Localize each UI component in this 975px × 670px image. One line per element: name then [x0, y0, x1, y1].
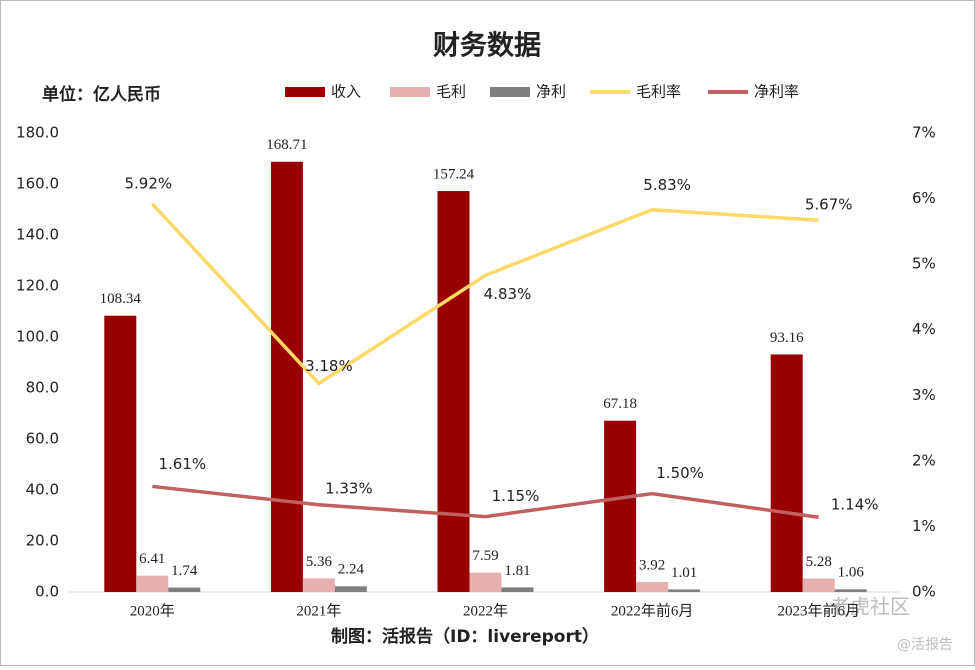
bar [668, 589, 701, 592]
y-tick-label: 160.0 [16, 175, 59, 193]
bar [270, 161, 303, 593]
line-value-label: 5.67% [805, 196, 853, 214]
bar [802, 578, 835, 592]
bar-value-label: 6.41 [139, 551, 165, 567]
y-tick-label: 120.0 [16, 277, 59, 295]
legend-swatch [285, 87, 325, 97]
legend-label: 毛利率 [636, 83, 681, 101]
bar-value-label: 168.71 [266, 137, 307, 153]
bar-value-label: 93.16 [770, 330, 804, 346]
unit-label: 单位：亿人民币 [42, 84, 161, 105]
line-value-label: 4.83% [484, 285, 532, 303]
bar [501, 587, 534, 592]
bar [770, 354, 803, 592]
y2-tick-label: 1% [912, 517, 936, 535]
watermark: 老虎社区 [830, 595, 910, 619]
y-tick-label: 60.0 [26, 430, 59, 448]
y-tick-label: 20.0 [26, 532, 59, 550]
bar-value-label: 5.28 [806, 554, 832, 570]
bar-value-label: 1.01 [671, 565, 697, 581]
legend-swatch [490, 87, 530, 97]
bar [302, 578, 335, 592]
line-value-label: 1.33% [325, 479, 373, 497]
source: 制图：活报告（ID：livereport） [331, 626, 599, 647]
y-tick-label: 40.0 [26, 481, 59, 499]
line [151, 202, 819, 386]
watermark: @活报告 [897, 637, 953, 653]
line-value-label: 5.92% [124, 174, 172, 192]
bar-value-label: 1.81 [504, 563, 530, 579]
x-tick-label: 2023年前6月 [777, 602, 860, 619]
bar-value-label: 3.92 [639, 557, 665, 573]
line-value-label: 1.15% [492, 487, 540, 505]
bar-value-label: 67.18 [603, 396, 637, 412]
bar-value-label: 157.24 [433, 166, 475, 182]
legend-label: 净利 [536, 83, 566, 101]
bar-value-label: 1.06 [838, 565, 865, 581]
legend-label: 收入 [331, 83, 361, 101]
bar-value-label: 5.36 [306, 554, 333, 570]
line [152, 484, 819, 519]
bar [469, 572, 502, 592]
x-tick-label: 2022年 [463, 602, 508, 619]
bar [834, 589, 867, 592]
bar [604, 420, 637, 592]
bar-value-label: 1.74 [171, 563, 198, 579]
y-tick-label: 140.0 [16, 226, 59, 244]
line-value-label: 5.83% [643, 176, 691, 194]
line-value-label: 3.18% [305, 357, 353, 375]
y2-tick-label: 5% [912, 255, 936, 273]
y-tick-label: 180.0 [16, 124, 59, 142]
y-tick-label: 100.0 [16, 328, 59, 346]
bar-value-label: 2.24 [338, 562, 365, 578]
y2-tick-label: 3% [912, 386, 936, 404]
y2-tick-label: 6% [912, 189, 936, 207]
y-tick-label: 80.0 [26, 379, 59, 397]
legend-label: 净利率 [754, 83, 799, 101]
y-tick-label: 0.0 [35, 583, 59, 601]
line-value-label: 1.61% [158, 455, 206, 473]
line-value-label: 1.50% [656, 464, 704, 482]
bar [334, 586, 367, 592]
bar [104, 315, 137, 592]
y2-tick-label: 7% [912, 124, 936, 142]
x-tick-label: 2021年 [296, 602, 341, 619]
bar-value-label: 108.34 [100, 291, 142, 307]
bar [168, 587, 201, 592]
bar [437, 191, 470, 592]
x-tick-label: 2022年前6月 [611, 602, 694, 619]
legend-swatch [390, 87, 430, 97]
x-tick-label: 2020年 [130, 602, 175, 619]
y2-tick-label: 4% [912, 320, 936, 338]
bar [636, 582, 669, 592]
legend-label: 毛利 [436, 83, 466, 101]
bar-value-label: 7.59 [472, 548, 498, 564]
chart-title: 财务数据 [433, 31, 541, 62]
y2-tick-label: 2% [912, 451, 936, 469]
y2-tick-label: 0% [912, 583, 936, 601]
bar [136, 575, 169, 592]
line-value-label: 1.14% [831, 496, 879, 514]
